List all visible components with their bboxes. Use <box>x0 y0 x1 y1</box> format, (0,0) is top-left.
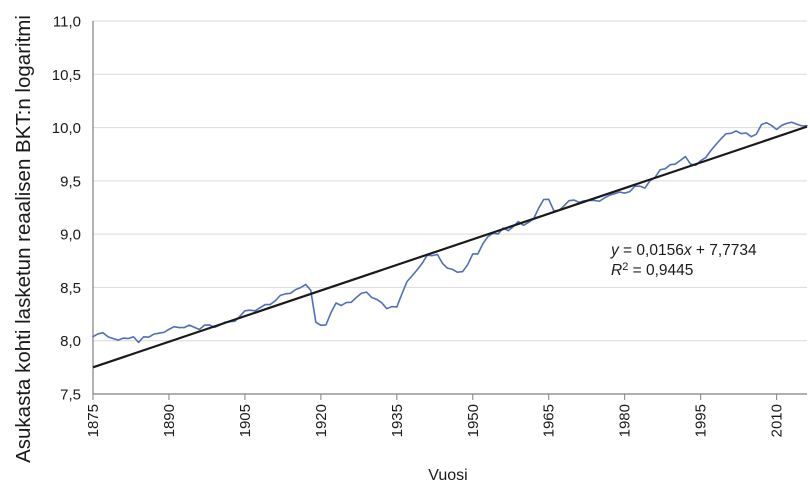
svg-text:11,0: 11,0 <box>53 14 81 31</box>
svg-text:y = 0,0156x + 7,7734: y = 0,0156x + 7,7734 <box>610 242 757 259</box>
svg-text:1950: 1950 <box>465 404 482 437</box>
svg-text:1995: 1995 <box>693 404 710 437</box>
svg-text:10,0: 10,0 <box>52 120 81 137</box>
svg-text:1980: 1980 <box>617 404 634 437</box>
svg-text:Asukasta kohti lasketun reaali: Asukasta kohti lasketun reaalisen BKT:n … <box>12 15 35 463</box>
svg-text:1905: 1905 <box>237 404 254 437</box>
svg-text:1890: 1890 <box>161 404 178 437</box>
svg-text:1935: 1935 <box>389 404 406 437</box>
svg-text:8,0: 8,0 <box>60 333 81 350</box>
svg-text:1875: 1875 <box>85 404 102 437</box>
svg-text:8,5: 8,5 <box>60 280 81 297</box>
svg-text:1965: 1965 <box>541 404 558 437</box>
svg-text:Vuosi: Vuosi <box>428 467 467 484</box>
svg-text:2010: 2010 <box>769 404 786 437</box>
svg-text:9,0: 9,0 <box>60 227 81 244</box>
svg-text:1920: 1920 <box>313 404 330 437</box>
svg-text:7,5: 7,5 <box>60 387 81 404</box>
svg-text:9,5: 9,5 <box>60 173 81 190</box>
svg-text:10,5: 10,5 <box>52 67 81 84</box>
svg-text:R2 = 0,9445: R2 = 0,9445 <box>611 261 693 279</box>
